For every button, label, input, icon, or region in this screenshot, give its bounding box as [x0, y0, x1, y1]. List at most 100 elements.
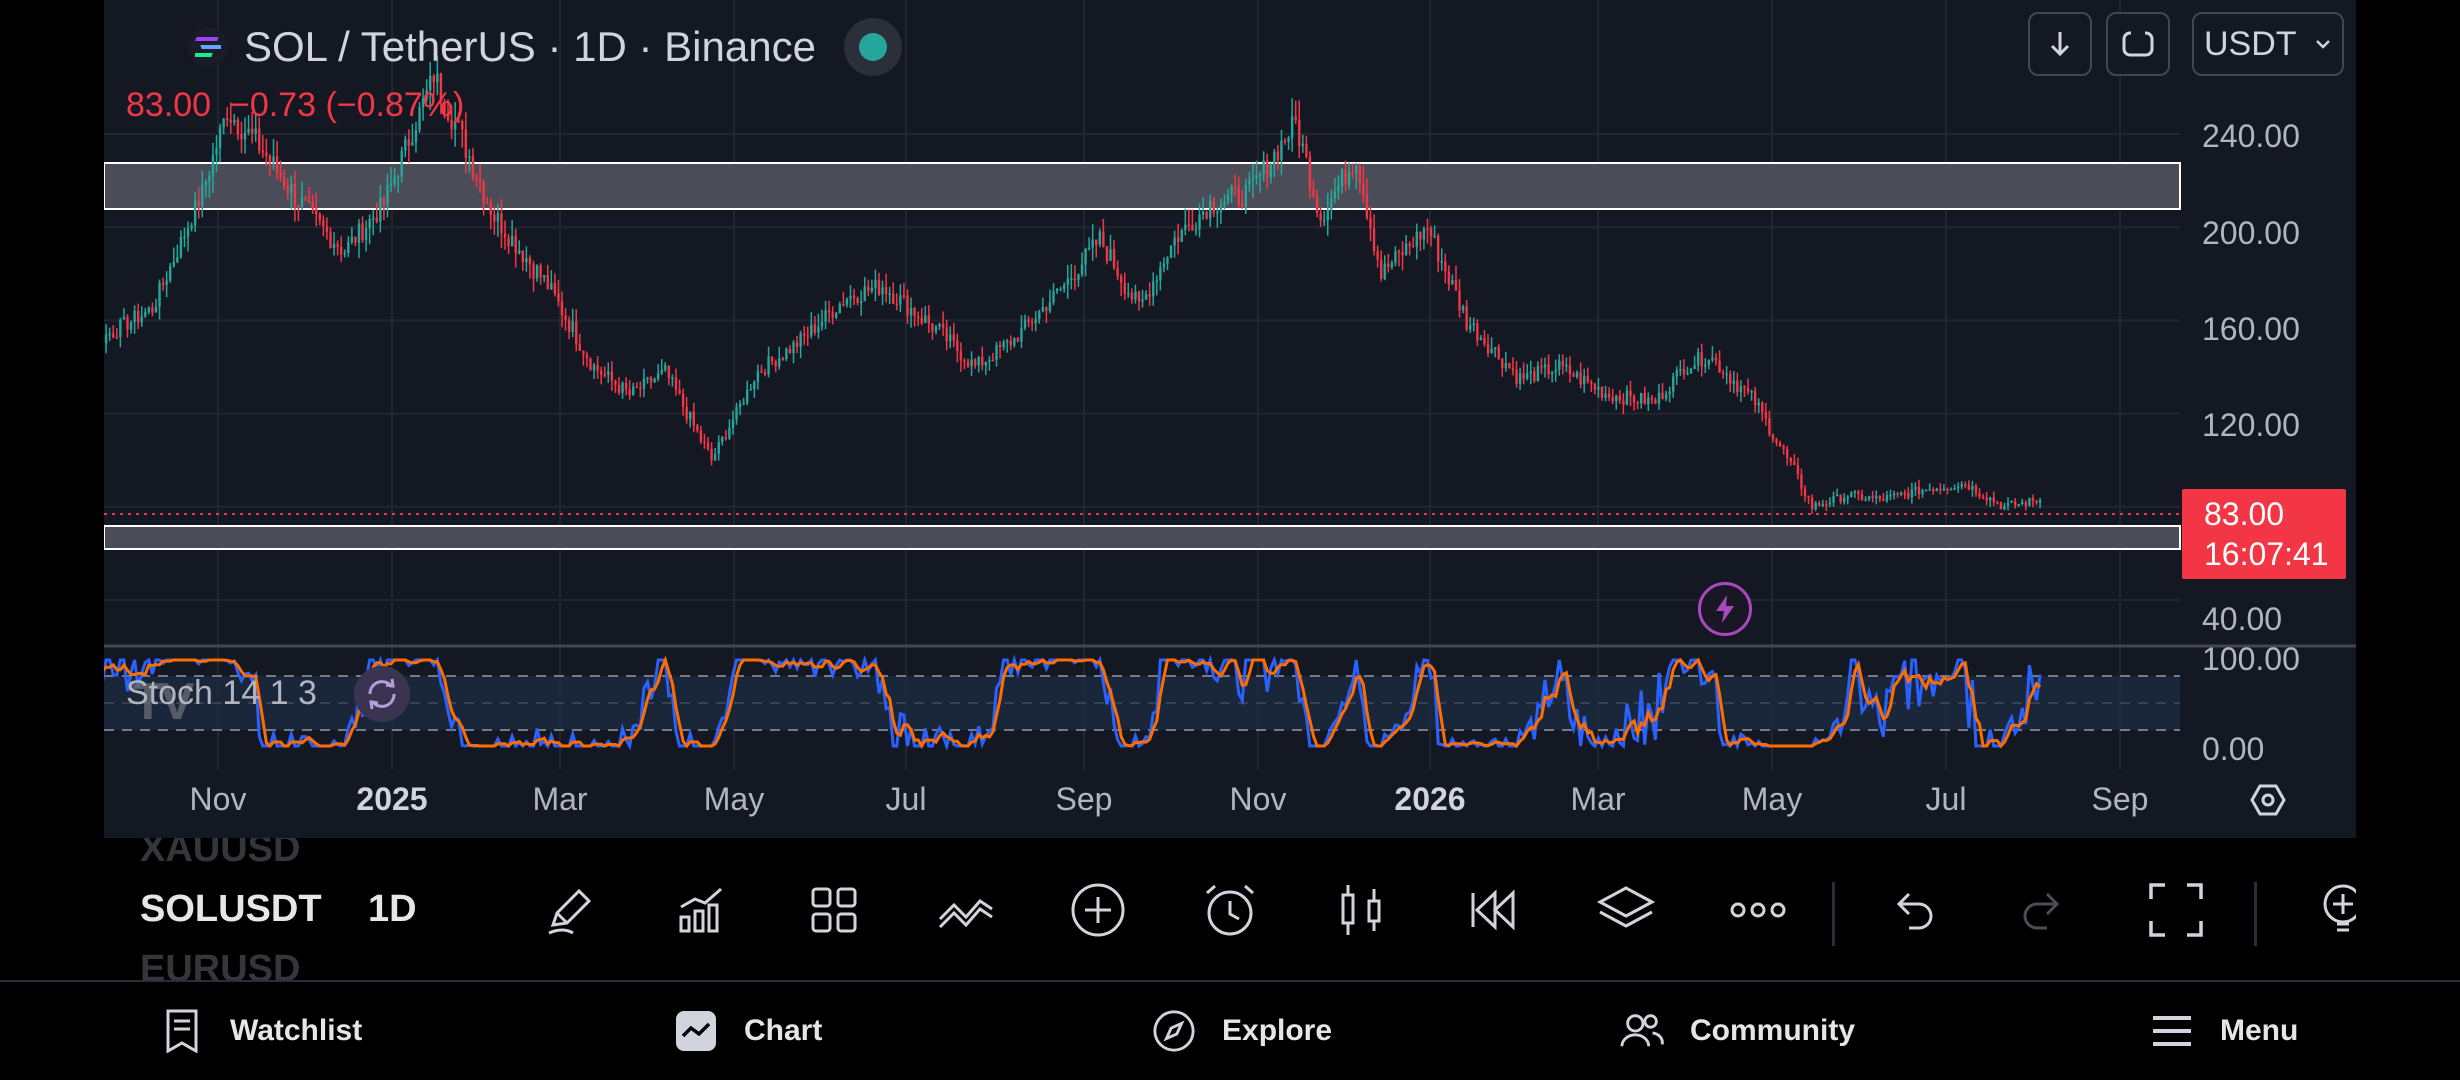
lightning-icon[interactable]	[1698, 582, 1752, 636]
candle-body	[1939, 488, 1942, 491]
candle-body	[1422, 228, 1426, 240]
time-tick: May	[704, 781, 764, 817]
candle-body	[2021, 502, 2024, 504]
candle-body	[1992, 497, 1995, 503]
candle-body	[913, 307, 916, 317]
rewind-icon[interactable]	[1464, 880, 1524, 940]
candle-body	[689, 411, 692, 420]
candle-body	[1105, 246, 1109, 261]
candle-body	[1009, 340, 1012, 346]
add-circle-icon[interactable]	[1068, 880, 1128, 940]
candle-body	[635, 386, 638, 389]
candle-body	[724, 437, 728, 439]
candle-body	[767, 356, 770, 375]
undo-icon[interactable]	[1882, 880, 1942, 940]
fullscreen-icon[interactable]	[2146, 880, 2206, 940]
candle-body	[1971, 485, 1974, 490]
nav-menu[interactable]: Menu	[2150, 982, 2298, 1080]
candle-body	[1483, 337, 1486, 344]
nav-community[interactable]: Community	[1620, 982, 1855, 1080]
toolbar-divider	[2254, 882, 2257, 946]
chart-area[interactable]: 240.00 200.00 160.00 120.00 40.00 100.00…	[104, 0, 2356, 838]
download-button[interactable]	[2028, 12, 2092, 76]
symbol-title[interactable]: SOL / TetherUS · 1D · Binance	[188, 18, 902, 76]
candle-body	[614, 380, 617, 386]
candle-body	[692, 411, 695, 426]
candle-body	[453, 121, 457, 130]
candle-body	[1330, 198, 1333, 210]
candle-body	[300, 198, 304, 207]
time-tick: Sep	[2092, 781, 2149, 817]
chart-settings-icon[interactable]	[2250, 784, 2286, 816]
candle-body	[649, 377, 653, 383]
candle-body	[1447, 271, 1451, 285]
candle-body	[1152, 281, 1155, 297]
candle-body	[525, 258, 528, 263]
stoch-tick: 0.00	[2202, 731, 2264, 767]
price-tick: 200.00	[2202, 215, 2300, 251]
candle-body	[746, 390, 749, 403]
candle-body	[1632, 396, 1636, 403]
candle-body	[667, 365, 671, 378]
nav-watchlist[interactable]: Watchlist	[160, 982, 362, 1080]
zoom-icon[interactable]	[2310, 880, 2356, 940]
candle-body	[1191, 225, 1194, 231]
candle-body	[1055, 288, 1059, 292]
candle-body	[795, 342, 799, 347]
candle-body	[332, 244, 336, 248]
nav-chart[interactable]: Chart	[674, 982, 822, 1080]
interval-button[interactable]: 1D	[368, 888, 417, 930]
stoch-label[interactable]: Stoch 14 1 3	[126, 674, 317, 712]
indicators-icon[interactable]	[672, 880, 732, 940]
price-chart[interactable]: 240.00 200.00 160.00 120.00 40.00 100.00…	[104, 0, 2356, 838]
market-status-icon[interactable]	[843, 18, 902, 76]
candle-body	[1978, 493, 1981, 497]
candle-body	[1241, 203, 1244, 207]
candle-body	[528, 258, 532, 265]
candle-body	[977, 356, 980, 366]
candle-body	[425, 90, 428, 99]
pattern-icon[interactable]	[936, 880, 996, 940]
candle-body	[1436, 235, 1440, 262]
candle-body	[1219, 205, 1223, 212]
compass-icon	[1152, 1009, 1196, 1053]
candle-body	[742, 402, 745, 405]
candle-body	[229, 119, 232, 123]
candle-body	[835, 312, 838, 318]
compare-button[interactable]	[2106, 12, 2170, 76]
symbol-list-item-active[interactable]: SOLUSDT	[140, 888, 322, 930]
candle-body	[1771, 434, 1775, 440]
indicator-sync-icon[interactable]	[354, 666, 410, 722]
time-tick: Jul	[1926, 781, 1967, 817]
candle-body	[1522, 373, 1525, 379]
pencil-icon[interactable]	[540, 880, 600, 940]
candle-body	[2017, 503, 2020, 506]
layers-icon[interactable]	[1596, 880, 1656, 940]
candle-body	[842, 304, 845, 306]
alarm-icon[interactable]	[1200, 880, 1260, 940]
candle-body	[119, 319, 122, 338]
symbol-list-item[interactable]: EURUSD	[140, 948, 301, 980]
candle-body	[770, 356, 774, 362]
redo-icon[interactable]	[2014, 880, 2074, 940]
candle-body	[1351, 172, 1354, 174]
candle-body	[1358, 165, 1362, 184]
nav-explore[interactable]: Explore	[1152, 982, 1332, 1080]
symbol-list-item[interactable]: XAUUSD	[140, 838, 301, 870]
candle-body	[813, 324, 817, 333]
support-zone[interactable]	[104, 525, 2181, 550]
candle-body	[379, 197, 382, 222]
candle-body	[1184, 224, 1187, 230]
time-tick: 2025	[356, 781, 427, 817]
candle-body	[1707, 359, 1711, 365]
candle-body	[596, 364, 599, 371]
more-icon[interactable]	[1728, 880, 1788, 940]
candle-body	[831, 312, 834, 318]
currency-select[interactable]: USDT	[2192, 12, 2344, 76]
candle-body	[1540, 366, 1543, 368]
candles-icon[interactable]	[1332, 880, 1392, 940]
candle-body	[949, 334, 952, 342]
resistance-zone[interactable]	[104, 162, 2181, 210]
grid-icon[interactable]	[804, 880, 864, 940]
candle-body	[1244, 184, 1248, 207]
